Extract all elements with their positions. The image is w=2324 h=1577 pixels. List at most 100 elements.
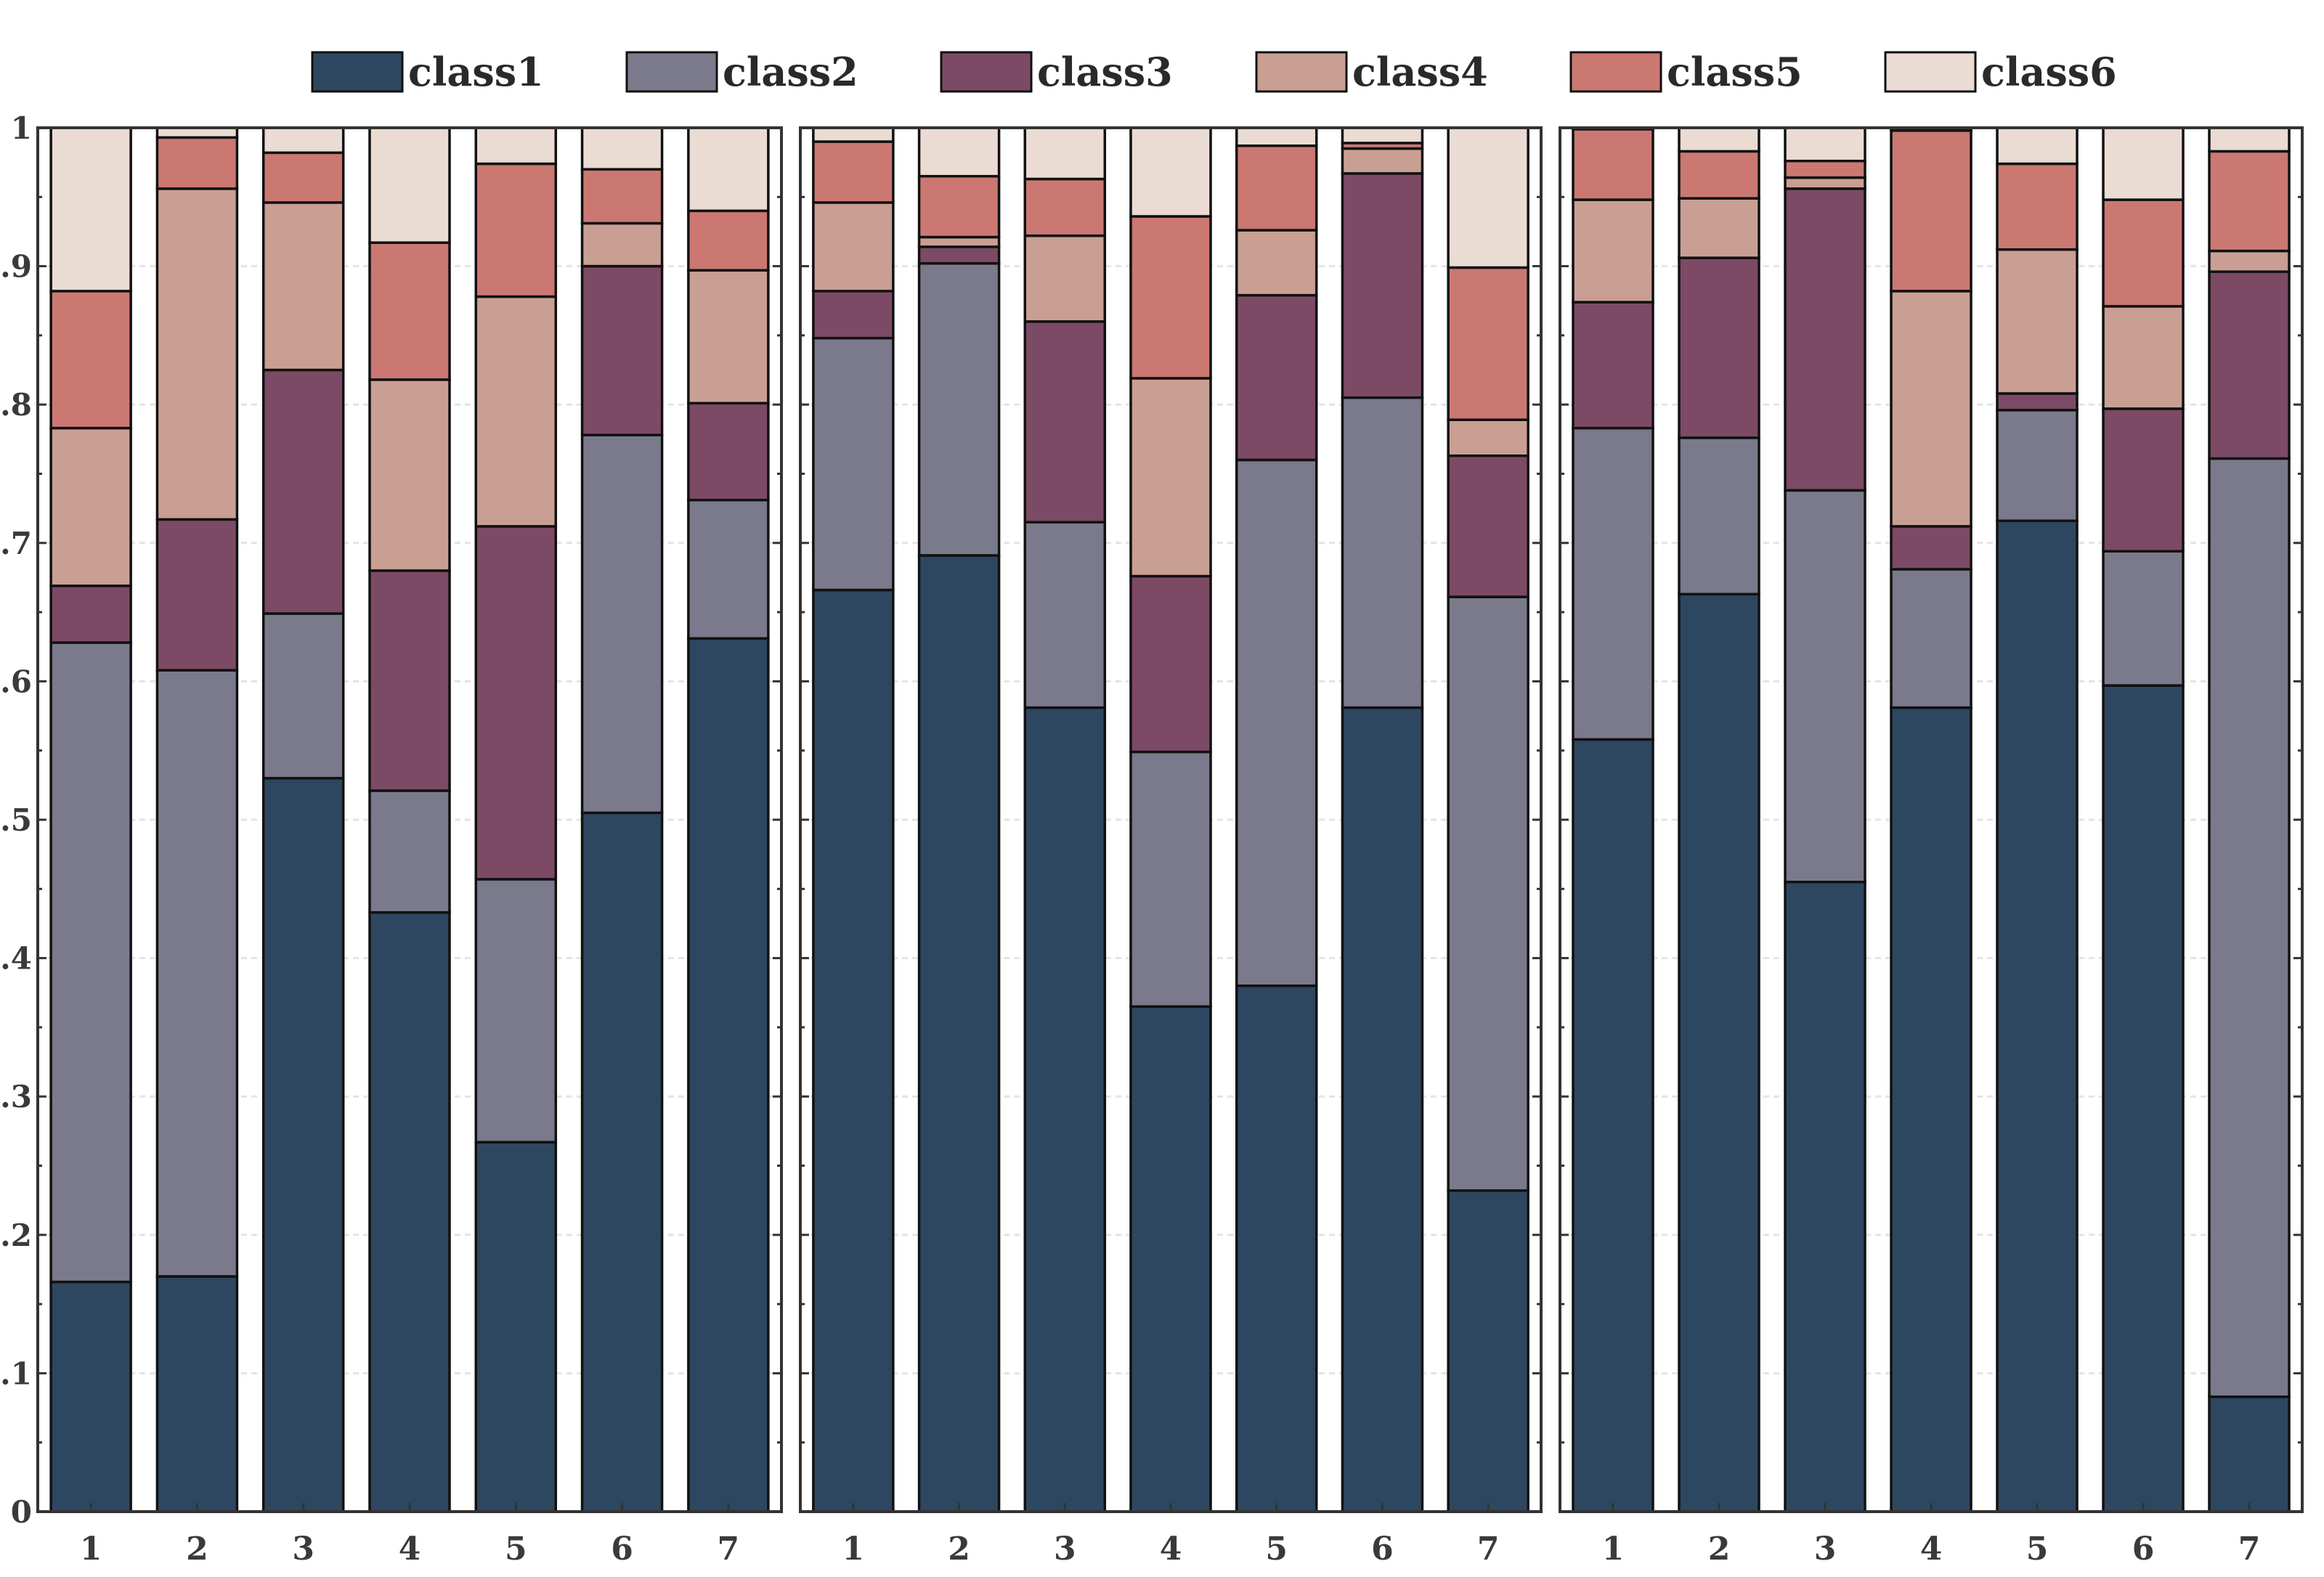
bar-p3-cat3-class2: [1784, 489, 1866, 884]
x-tick-label-p2-3: 3: [1054, 1531, 1076, 1568]
bar-p1-cat7-class6: [687, 126, 770, 213]
bar-p3-cat7-class6: [2208, 126, 2291, 153]
bar-p3-cat5-class2: [1996, 409, 2079, 523]
bar-p2-cat2-class5: [917, 174, 1001, 239]
bar-p1-cat6-class2: [580, 433, 664, 815]
y-tick-label-0: 0: [11, 1494, 32, 1530]
bar-p1-cat6-class5: [580, 168, 664, 225]
x-tick-label-p3-2: 2: [1708, 1531, 1731, 1568]
bar-p2-cat5-class4: [1235, 229, 1318, 297]
bar-p3-cat2-class5: [1678, 150, 1760, 200]
y-tick-label-1: 1: [11, 110, 32, 146]
bar-p3-cat6-class2: [2102, 550, 2185, 687]
legend: class1 class2 class3 class4 class5 class6: [311, 49, 2117, 95]
bar-p2-cat2-class4: [917, 235, 1001, 248]
bar-p2-cat7-class6: [1447, 126, 1529, 269]
x-tick-label-p1-6: 6: [611, 1531, 633, 1568]
y-tick-label-0.6: 0.6: [0, 664, 32, 699]
bar-p1-cat5-class1: [474, 1141, 558, 1513]
y-tick-label-0.2: 0.2: [0, 1218, 32, 1253]
bar-p3-cat6-class6: [2102, 126, 2185, 201]
bar-p1-cat7-class3: [687, 402, 770, 502]
bar-p1-cat2-class2: [155, 669, 239, 1278]
bar-p1-cat2-class4: [155, 187, 239, 521]
x-tick-label-p3-7: 7: [2238, 1531, 2261, 1568]
legend-swatch-class4: [1255, 51, 1348, 93]
bar-p3-cat3-class6: [1784, 126, 1866, 163]
bar-p1-cat4-class2: [368, 789, 451, 914]
x-tick-label-p2-4: 4: [1160, 1531, 1182, 1568]
x-tick-label-p3-1: 1: [1602, 1531, 1625, 1568]
bar-p1-cat1-class2: [49, 641, 132, 1284]
bars-layer: [49, 126, 2291, 1513]
bar-p2-cat4-class3: [1129, 574, 1212, 754]
bar-p2-cat3-class5: [1023, 177, 1107, 237]
bar-p1-cat7-class1: [687, 637, 770, 1513]
bar-p2-cat3-class6: [1023, 126, 1107, 181]
bar-p3-cat5-class6: [1996, 126, 2079, 166]
bar-p3-cat5-class5: [1996, 162, 2079, 251]
bar-p3-cat3-class3: [1784, 187, 1866, 492]
bar-p1-cat3-class6: [261, 126, 345, 155]
bar-p1-cat5-class3: [474, 525, 558, 881]
bar-p1-cat6-class6: [580, 126, 664, 171]
bar-p1-cat5-class2: [474, 878, 558, 1144]
legend-swatch-class3: [940, 51, 1033, 93]
y-tick-label-0.1: 0.1: [0, 1356, 32, 1391]
bar-p3-cat4-class2: [1890, 568, 1972, 709]
bar-p1-cat4-class1: [368, 910, 451, 1513]
bar-p1-cat6-class4: [580, 221, 664, 268]
bar-p3-cat2-class4: [1678, 197, 1760, 259]
bar-p3-cat3-class4: [1784, 176, 1866, 190]
bar-p2-cat4-class4: [1129, 377, 1212, 578]
legend-label-class3: class3: [1037, 49, 1173, 95]
bar-p2-cat1-class4: [812, 201, 895, 293]
bar-p2-cat7-class3: [1447, 454, 1529, 598]
bar-p1-cat5-class6: [474, 126, 558, 166]
bar-p2-cat6-class6: [1341, 126, 1424, 144]
bar-p3-cat1-class2: [1572, 426, 1654, 741]
bar-p1-cat1-class6: [49, 126, 132, 293]
y-tick-label-0.5: 0.5: [0, 802, 32, 838]
bar-p3-cat7-class3: [2208, 270, 2291, 460]
bar-p2-cat4-class6: [1129, 126, 1212, 218]
bar-p1-cat7-class4: [687, 269, 770, 405]
bar-p1-cat2-class3: [155, 518, 239, 672]
bar-p3-cat6-class1: [2102, 684, 2185, 1513]
x-tick-label-p3-4: 4: [1920, 1531, 1943, 1568]
bar-p1-cat1-class1: [49, 1280, 132, 1513]
bar-p1-cat4-class6: [368, 126, 451, 244]
bar-p1-cat5-class5: [474, 162, 558, 298]
bar-p1-cat3-class1: [261, 777, 345, 1513]
bar-p1-cat7-class5: [687, 209, 770, 272]
bar-p1-cat6-class3: [580, 264, 664, 436]
bar-p2-cat1-class5: [812, 140, 895, 204]
legend-swatch-class6: [1884, 51, 1977, 93]
bar-p1-cat4-class4: [368, 378, 451, 572]
bar-p3-cat7-class2: [2208, 457, 2291, 1398]
y-tick-label-0.4: 0.4: [0, 941, 32, 977]
bar-p2-cat2-class2: [917, 262, 1001, 557]
bar-p2-cat3-class3: [1023, 320, 1107, 523]
bar-p1-cat2-class1: [155, 1275, 239, 1513]
legend-swatch-class2: [625, 51, 718, 93]
x-tick-label-p1-3: 3: [292, 1531, 314, 1568]
bar-p3-cat6-class3: [2102, 407, 2185, 553]
bar-p3-cat7-class5: [2208, 150, 2291, 253]
bar-p2-cat5-class2: [1235, 458, 1318, 987]
bar-p3-cat1-class4: [1572, 198, 1654, 303]
y-tick-label-0.9: 0.9: [0, 249, 32, 285]
x-tick-label-p3-5: 5: [2026, 1531, 2049, 1568]
bar-p3-cat3-class5: [1784, 159, 1866, 179]
bar-p2-cat6-class1: [1341, 706, 1424, 1513]
bar-p2-cat5-class5: [1235, 144, 1318, 232]
y-tick-label-0.7: 0.7: [0, 526, 32, 561]
bar-p2-cat3-class1: [1023, 706, 1107, 1513]
y-tick-label-0.8: 0.8: [0, 387, 32, 423]
bar-p3-cat1-class1: [1572, 738, 1654, 1513]
legend-label-class6: class6: [1981, 49, 2117, 95]
bar-p1-cat4-class3: [368, 569, 451, 792]
bar-p3-cat2-class2: [1678, 436, 1760, 596]
